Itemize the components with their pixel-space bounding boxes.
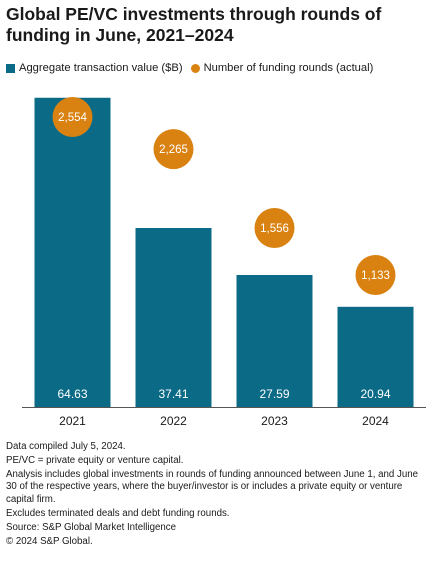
bar-2021	[34, 97, 111, 407]
bar-2022	[135, 228, 212, 407]
x-tick-label-2022: 2022	[160, 414, 187, 428]
bubble-value-label-2021: 2,554	[58, 112, 87, 124]
bubble-2023	[254, 207, 295, 248]
footnote-definition: PE/VC = private equity or venture capita…	[6, 455, 184, 466]
bar-value-label-2023: 27.59	[259, 387, 289, 401]
bar-value-label-2024: 20.94	[360, 387, 390, 401]
footnote-data-compiled: Data compiled July 5, 2024.	[6, 441, 126, 452]
footnote-copyright: © 2024 S&P Global.	[6, 535, 93, 547]
footnote-exclusions: Excludes terminated deals and debt fundi…	[6, 507, 230, 519]
legend-swatch-bar	[6, 63, 15, 73]
bar-chart: 64.63 2,554 2021 37.41 2,265 2022 27.59 1,556 20…	[22, 97, 426, 428]
bubble-2021	[52, 97, 93, 137]
bar-value-label-2021: 64.63	[57, 387, 87, 401]
bubble-value-label-2024: 1,133	[361, 270, 390, 282]
bubble-value-label-2023: 1,556	[260, 223, 289, 235]
x-tick-label-2024: 2024	[362, 414, 389, 428]
bar-2023	[236, 274, 313, 407]
bubble-2024	[355, 255, 396, 295]
legend-swatch-bubble	[190, 63, 200, 73]
footnote-analysis: Analysis includes global investments in …	[6, 469, 418, 505]
x-tick-label-2021: 2021	[59, 414, 86, 428]
chart-legend: Aggregate transaction value ($B) Number …	[6, 62, 431, 74]
chart-title: Global PE/VC investments through rounds …	[6, 4, 382, 45]
bubble-2022	[153, 129, 194, 170]
bubble-value-label-2022: 2,265	[159, 144, 188, 156]
footnotes: Data compiled July 5, 2024. PE/VC = priv…	[6, 441, 426, 550]
legend-label-bar: Aggregate transaction value ($B)	[19, 62, 183, 74]
bar-value-label-2022: 37.41	[158, 387, 188, 401]
bar-2024	[337, 306, 414, 407]
x-tick-label-2023: 2023	[261, 414, 288, 428]
footnote-source: Source: S&P Global Market Intelligence	[6, 521, 176, 533]
legend-label-bubble: Number of funding rounds (actual)	[203, 62, 374, 74]
